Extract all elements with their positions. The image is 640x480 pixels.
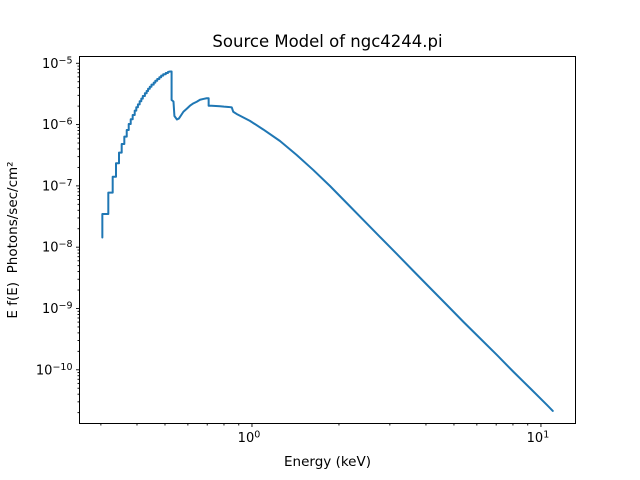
x-axis-label: Energy (keV) (284, 454, 371, 470)
axes-spines (79, 56, 576, 424)
plot-title: Source Model of ngc4244.pi (212, 32, 442, 51)
model-curve-layer (101, 70, 554, 412)
y-axis-label: E f(E) Photons/sec/cm² (5, 161, 21, 318)
tick-marks (76, 62, 542, 427)
model-curve (101, 70, 554, 412)
